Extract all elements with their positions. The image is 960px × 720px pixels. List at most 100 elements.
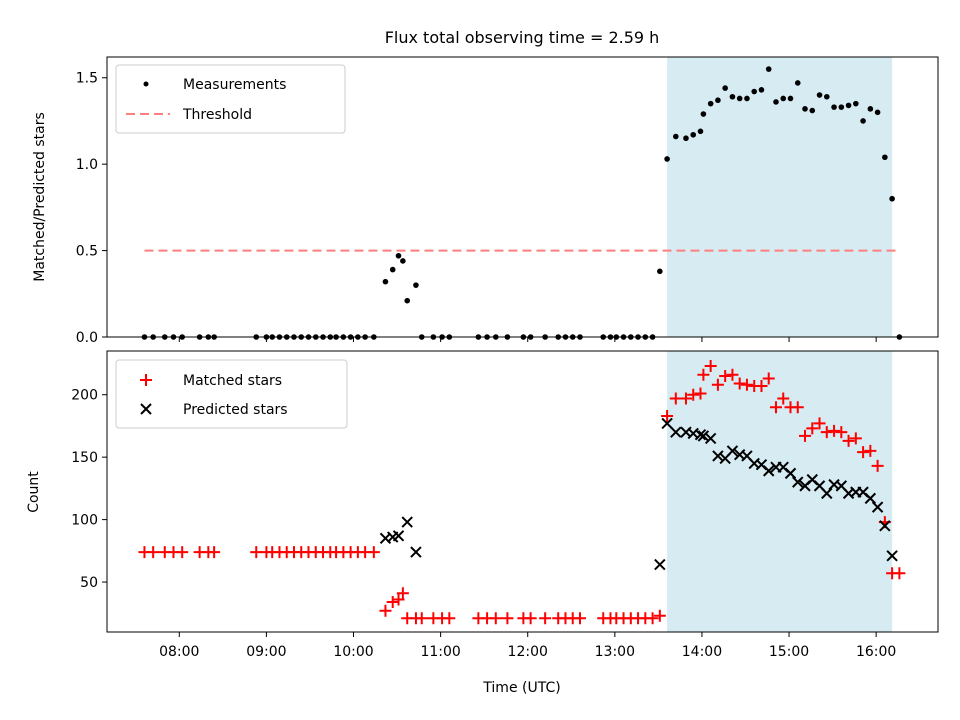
predicted-star-point <box>712 450 724 462</box>
measurement-point <box>751 88 758 95</box>
measurement-point <box>867 106 874 112</box>
matched-star-point <box>386 596 399 609</box>
top-legend: Measurements Threshold <box>115 64 346 134</box>
matched-star-point <box>646 612 659 625</box>
predicted-star-point <box>871 501 884 513</box>
matched-star-point <box>828 424 841 437</box>
measurement-point <box>657 268 663 275</box>
measurement-point <box>860 118 866 124</box>
measurement-point <box>816 92 823 98</box>
measurement-point <box>823 93 830 100</box>
legend-predicted-marker <box>140 403 152 415</box>
x-axis-label: Time (UTC) <box>482 680 560 696</box>
matched-star-point <box>857 446 870 459</box>
legend-measurements-marker <box>143 81 149 87</box>
top-panel: 0.0 0.5 1.0 1.5 Matched/Predicted stars Mea… <box>32 56 939 346</box>
count-points <box>138 359 906 625</box>
measurement-point <box>697 128 704 135</box>
bottom-x-axis: 08:00 09:00 10:00 11:00 12:00 13:00 14:00 15:00… <box>159 632 896 660</box>
matched-star-point <box>653 609 666 622</box>
legend-measurements-label: Measurements <box>183 77 286 93</box>
measurement-point <box>382 278 389 285</box>
matched-star-point <box>893 567 906 580</box>
matched-star-point <box>697 368 710 381</box>
predicted-star-point <box>784 467 797 480</box>
measurement-point <box>809 107 816 114</box>
predicted-star-point <box>697 430 710 442</box>
matched-star-point <box>726 368 739 381</box>
predicted-star-point <box>694 428 707 441</box>
matched-star-point <box>489 612 502 625</box>
measurement-point <box>794 80 801 86</box>
matched-star-point <box>835 426 848 439</box>
measurement-point <box>715 97 721 104</box>
predicted-star-point <box>879 520 891 532</box>
predicted-star-point <box>670 426 682 438</box>
measurement-point <box>744 95 750 102</box>
y-tick-label: 0.0 <box>76 330 98 346</box>
x-tick-label: 08:00 <box>159 644 199 660</box>
bottom-legend: Matched stars Predicted stars <box>115 359 348 429</box>
y-tick-label: 1.5 <box>76 71 98 87</box>
matched-star-point <box>687 388 700 401</box>
predicted-star-point <box>410 546 422 558</box>
predicted-star-point <box>401 516 413 528</box>
predicted-star-point <box>704 432 717 445</box>
x-tick-label: 09:00 <box>246 644 286 660</box>
top-x-axis <box>178 337 877 342</box>
measurement-point <box>838 104 845 110</box>
measurement-point <box>831 104 837 110</box>
matched-star-point <box>176 546 189 559</box>
predicted-star-point <box>763 465 775 477</box>
matched-star-point <box>539 612 552 625</box>
y-tick-label: 1.0 <box>76 157 98 173</box>
measurement-point <box>802 106 808 112</box>
bottom-panel: 50 100 150 200 08:00 09:00 10:00 11:00 12:00 13:… <box>26 350 939 696</box>
matched-star-point <box>704 359 717 372</box>
matched-star-point <box>813 417 826 430</box>
bottom-frame <box>106 350 939 633</box>
x-tick-label: 10:00 <box>333 644 373 660</box>
matched-star-point <box>740 378 753 391</box>
measurement-point <box>707 100 714 107</box>
measurement-point <box>690 131 697 138</box>
matched-star-point <box>769 401 782 414</box>
matched-star-point <box>871 459 884 472</box>
top-y-label: Matched/Predicted stars <box>32 112 48 282</box>
x-tick-label: 13:00 <box>595 644 635 660</box>
measurement-point <box>389 266 396 273</box>
y-tick-label: 0.5 <box>76 244 98 260</box>
matched-star-point <box>392 593 405 606</box>
measurement-point <box>400 258 406 264</box>
matched-star-point <box>443 612 456 625</box>
measurement-point <box>845 102 852 109</box>
top-legend-box <box>115 64 346 134</box>
matched-star-point <box>711 378 724 391</box>
measurement-point <box>780 95 787 102</box>
predicted-star-point <box>661 417 673 430</box>
legend-matched-label: Matched stars <box>183 373 282 389</box>
matched-star-point <box>694 387 707 400</box>
y-tick-label: 150 <box>71 450 98 466</box>
y-tick-label: 200 <box>71 388 98 404</box>
measurement-point <box>787 95 794 102</box>
x-tick-label: 14:00 <box>682 644 722 660</box>
legend-predicted-label: Predicted stars <box>183 402 288 418</box>
matched-star-point <box>147 546 160 559</box>
measurement-point <box>729 93 736 100</box>
matched-star-point <box>501 612 514 625</box>
bottom-y-label: Count <box>26 471 42 513</box>
top-y-axis: 0.0 0.5 1.0 1.5 <box>76 71 107 346</box>
x-tick-label: 11:00 <box>420 644 460 660</box>
matched-star-point <box>679 392 692 405</box>
measurement-point <box>413 282 419 288</box>
measurement-point <box>736 95 743 102</box>
matched-star-point <box>733 377 746 390</box>
x-tick-label: 12:00 <box>508 644 548 660</box>
top-frame <box>106 56 939 338</box>
x-tick-label: 16:00 <box>856 644 896 660</box>
matched-star-point <box>719 369 732 382</box>
matched-star-point <box>669 392 682 405</box>
measurement-point <box>673 133 679 140</box>
